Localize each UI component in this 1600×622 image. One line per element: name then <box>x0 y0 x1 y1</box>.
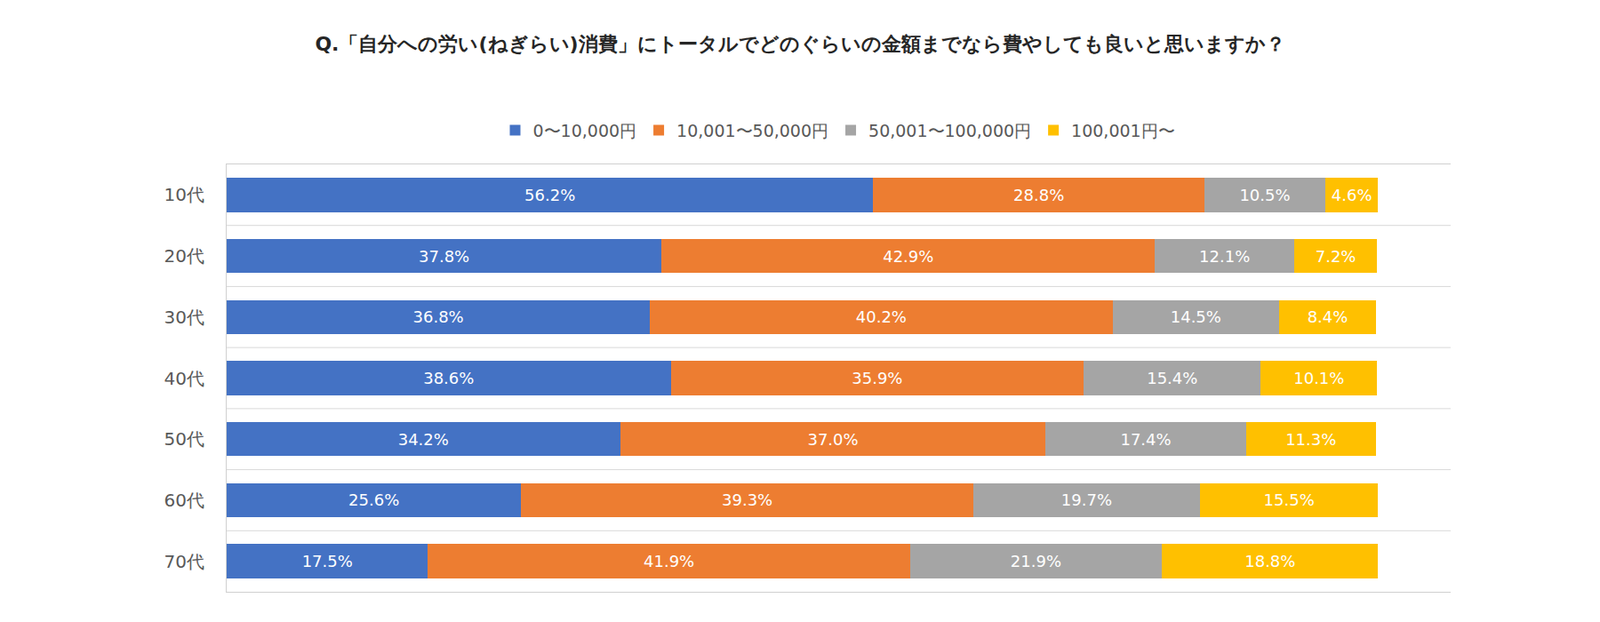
svg-text:37.0%: 37.0% <box>807 430 858 449</box>
svg-text:100,001円〜: 100,001円〜 <box>1071 120 1176 141</box>
svg-text:10.1%: 10.1% <box>1293 368 1344 388</box>
svg-text:15.5%: 15.5% <box>1264 490 1315 510</box>
svg-text:15.4%: 15.4% <box>1146 368 1198 388</box>
svg-text:12.1%: 12.1% <box>1199 247 1250 266</box>
svg-text:36.8%: 36.8% <box>413 307 464 327</box>
svg-text:Q.「自分への労い(ねぎらい)消費」にトータルでどのぐらいの: Q.「自分への労い(ねぎらい)消費」にトータルでどのぐらいの金額までなら費やして… <box>314 32 1285 56</box>
svg-text:50,001〜100,000円: 50,001〜100,000円 <box>868 120 1032 141</box>
svg-text:38.6%: 38.6% <box>423 368 474 388</box>
svg-text:20代: 20代 <box>164 245 205 267</box>
svg-text:41.9%: 41.9% <box>643 552 695 571</box>
svg-text:70代: 70代 <box>164 551 205 573</box>
svg-text:28.8%: 28.8% <box>1013 185 1064 205</box>
svg-text:17.5%: 17.5% <box>302 552 353 571</box>
svg-text:17.4%: 17.4% <box>1120 430 1171 449</box>
svg-text:0〜10,000円: 0〜10,000円 <box>533 120 638 141</box>
svg-text:50代: 50代 <box>164 428 205 450</box>
svg-text:18.8%: 18.8% <box>1244 552 1296 571</box>
svg-text:19.7%: 19.7% <box>1061 490 1112 510</box>
svg-text:42.9%: 42.9% <box>882 247 934 266</box>
svg-text:34.2%: 34.2% <box>398 430 449 449</box>
svg-text:21.9%: 21.9% <box>1010 552 1062 571</box>
svg-text:39.3%: 39.3% <box>721 490 773 510</box>
svg-text:25.6%: 25.6% <box>348 490 400 510</box>
svg-text:35.9%: 35.9% <box>851 368 903 388</box>
svg-text:14.5%: 14.5% <box>1170 307 1222 327</box>
svg-text:56.2%: 56.2% <box>524 185 576 205</box>
svg-text:60代: 60代 <box>164 489 205 512</box>
svg-text:4.6%: 4.6% <box>1331 185 1373 205</box>
svg-text:8.4%: 8.4% <box>1307 307 1349 327</box>
svg-text:30代: 30代 <box>164 306 205 328</box>
svg-text:40代: 40代 <box>164 368 205 390</box>
svg-text:10.5%: 10.5% <box>1239 185 1290 205</box>
svg-text:40.2%: 40.2% <box>856 307 907 327</box>
svg-text:11.3%: 11.3% <box>1285 430 1336 449</box>
svg-text:37.8%: 37.8% <box>418 247 470 266</box>
svg-text:7.2%: 7.2% <box>1315 247 1357 266</box>
svg-text:10代: 10代 <box>164 184 205 206</box>
svg-text:10,001〜50,000円: 10,001〜50,000円 <box>676 120 829 141</box>
